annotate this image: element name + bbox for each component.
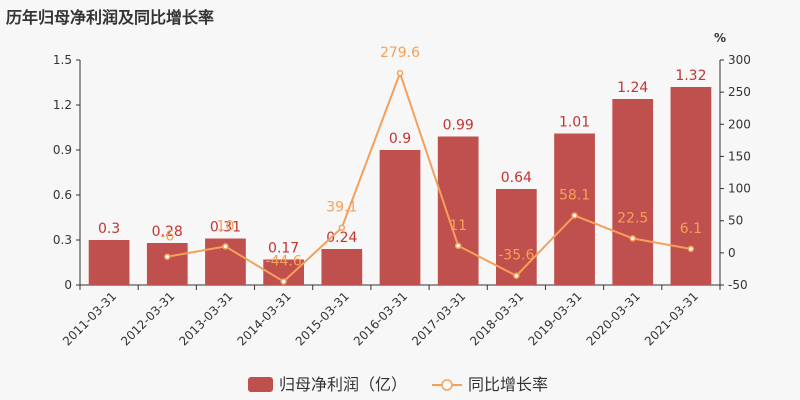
bar [496, 189, 537, 285]
x-tick-label: 2020-03-31 [584, 289, 643, 348]
y-right-tick-label: 300 [728, 53, 751, 67]
legend-line-label: 同比增长率 [468, 375, 548, 394]
y-left-tick-label: 0.9 [53, 143, 72, 157]
bar-value-label: 0.3 [98, 221, 120, 237]
bar [670, 87, 712, 285]
y-right-tick-label: -50 [728, 278, 748, 292]
line-point [629, 235, 636, 242]
line-value-label: -44.6 [266, 254, 302, 270]
bar [554, 133, 595, 285]
line-point [222, 243, 229, 250]
x-tick-label: 2013-03-31 [176, 289, 235, 348]
line-point [687, 245, 695, 253]
line-value-label: 279.6 [380, 45, 420, 61]
y-right-tick-label: 250 [728, 85, 751, 99]
bar-value-label: 0.99 [443, 118, 474, 134]
line-point [454, 242, 462, 250]
line-point [396, 69, 404, 77]
line-value-label: 11 [449, 218, 467, 234]
x-tick-label: 2011-03-31 [60, 289, 119, 348]
y-left-tick-label: 0.6 [53, 188, 72, 202]
x-tick-label: 2016-03-31 [351, 289, 410, 348]
line-point [513, 272, 520, 279]
line-value-label: 22.5 [617, 210, 648, 226]
y-left-tick-label: 0.3 [53, 233, 72, 247]
growth-line [167, 70, 692, 283]
y-right-unit: % [714, 31, 726, 45]
line-point [571, 212, 578, 219]
bar [437, 136, 479, 285]
y-right-tick-label: 0 [728, 246, 736, 260]
legend-bar-label: 归母净利润（亿） [279, 375, 407, 394]
line-value-label: -35.6 [498, 248, 534, 264]
x-tick-label: 2017-03-31 [409, 289, 468, 348]
bar-value-label: 0.31 [210, 220, 241, 236]
legend-line-marker [441, 379, 453, 391]
y-right-tick-label: 150 [728, 149, 751, 163]
x-tick-label: 2014-03-31 [235, 289, 294, 348]
y-right-tick-label: 200 [728, 117, 751, 131]
x-tick-label: 2021-03-31 [642, 289, 701, 348]
bar [379, 150, 421, 285]
line-point [338, 224, 346, 231]
bar-value-label: 0.9 [389, 131, 411, 147]
line-value-label: -6 [160, 229, 174, 245]
bar-value-label: 0.64 [501, 170, 532, 186]
legend-bar-swatch [248, 377, 273, 392]
y-left-tick-label: 1.5 [53, 53, 72, 67]
x-tick-label: 2019-03-31 [525, 289, 584, 348]
bar-value-label: 0.17 [268, 241, 299, 257]
y-right-tick-label: 50 [728, 214, 743, 228]
bar [321, 249, 363, 285]
x-tick-label: 2018-03-31 [467, 289, 526, 348]
line-value-label: 6.1 [680, 221, 702, 237]
bar [88, 240, 130, 285]
bar-value-label: 1.01 [559, 115, 590, 131]
bar [612, 99, 654, 285]
bar [146, 243, 188, 285]
line-point [164, 253, 171, 260]
bar-value-label: 1.32 [675, 68, 706, 84]
bar-value-label: 1.24 [617, 80, 648, 96]
line-value-label: 10 [217, 218, 235, 234]
x-tick-label: 2015-03-31 [293, 289, 352, 348]
y-right-tick-label: 100 [728, 182, 751, 196]
y-left-tick-label: 1.2 [53, 98, 72, 112]
y-left-tick-label: 0 [64, 278, 72, 292]
x-tick-label: 2012-03-31 [118, 289, 177, 348]
chart-title: 历年归母净利润及同比增长率 [6, 8, 215, 27]
line-point [280, 278, 287, 285]
bar-value-label: 0.28 [152, 224, 183, 240]
line-value-label: 58.1 [559, 188, 590, 204]
line-value-label: 39.1 [326, 200, 357, 216]
